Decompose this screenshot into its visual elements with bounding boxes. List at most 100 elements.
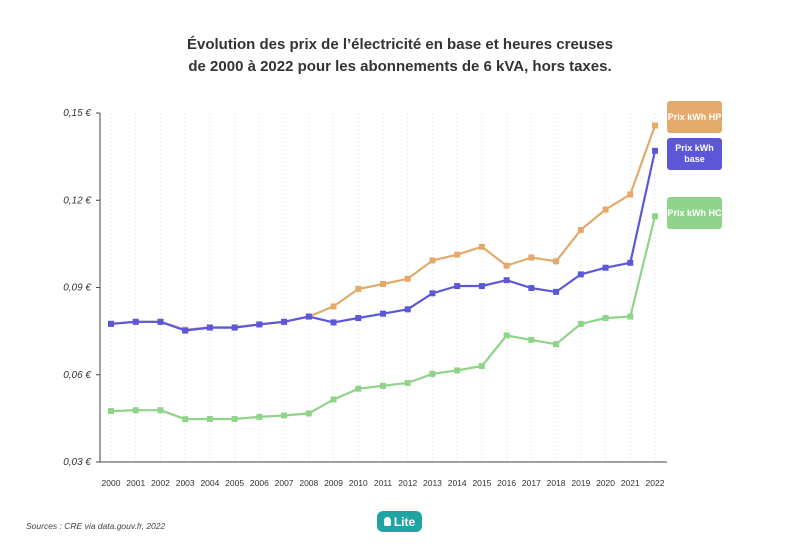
point-hc-2011 [380,382,386,389]
point-hc-2019 [577,320,584,327]
x-tick-label-2010: 2010 [349,478,368,488]
point-hc-2007 [281,412,288,419]
y-tick-label: 0,15 € [63,108,91,119]
point-hc-2001 [132,407,139,414]
point-hp-2009 [330,303,337,310]
point-base-2007 [281,318,288,325]
point-hc-2010 [355,385,362,392]
point-hp-2016 [503,262,510,269]
x-tick-label-2008: 2008 [299,478,318,488]
x-tick-label-2015: 2015 [472,478,491,488]
x-tick-label-2002: 2002 [151,478,170,488]
point-hc-2008 [305,410,312,417]
chart-title-line-2: de 2000 à 2022 pour les abonnements de 6… [188,58,612,75]
point-hp-2017 [528,254,535,261]
x-tick-label-2011: 2011 [374,478,393,488]
y-tick-label: 0,09 € [63,283,91,294]
point-base-2012 [404,306,411,313]
point-hc-2005 [231,415,238,422]
point-hc-2000 [108,408,114,415]
y-tick-label: 0,03 € [63,457,91,468]
x-tick-label-2013: 2013 [423,478,442,488]
legend-hp-label: Prix kWh HP [667,111,722,122]
point-hc-2006 [256,413,263,420]
point-hp-2012 [404,275,411,282]
x-tick-label-2014: 2014 [448,478,467,488]
point-base-2003 [182,327,189,334]
point-hc-2016 [503,332,510,339]
point-base-2009 [330,319,337,326]
point-base-2006 [256,321,263,328]
point-base-2000 [108,320,114,327]
point-hc-2003 [182,416,189,423]
point-base-2019 [577,271,584,278]
point-base-2018 [553,288,560,295]
point-base-2021 [627,259,634,266]
x-tick-label-2021: 2021 [621,478,640,488]
point-base-2011 [380,310,386,317]
point-hc-2022 [652,213,658,220]
legend-base-label: Prix kWh base [675,143,714,164]
series-line-hp [110,125,657,331]
x-tick-label-2004: 2004 [200,478,219,488]
point-hc-2013 [429,370,436,377]
lite-badge-label: Lite [393,514,416,529]
chart-title-line-1: Évolution des prix de l’électricité en b… [186,36,613,53]
point-base-2015 [478,283,485,290]
point-base-2001 [132,318,139,325]
legend-hc-label: Prix kWh HC [667,207,722,218]
source-note: Sources : CRE via data.gouv.fr, 2022 [26,521,166,531]
point-hc-2021 [627,313,634,320]
point-hp-2018 [553,258,560,265]
point-hp-2021 [627,191,634,198]
point-hp-2014 [454,251,461,258]
x-tick-label-2005: 2005 [225,478,244,488]
point-hc-2020 [602,315,609,322]
x-tick-label-2009: 2009 [324,478,343,488]
legend-hp: Prix kWh HP [667,101,722,133]
point-hc-2004 [206,415,213,422]
point-hc-2017 [528,336,535,343]
point-base-2014 [454,283,461,290]
chart-title: Évolution des prix de l’électricité en b… [0,34,800,78]
point-base-2017 [528,285,535,292]
lite-badge: Lite [377,511,422,532]
legend-base: Prix kWh base [667,138,722,170]
x-tick-label-2018: 2018 [547,478,566,488]
bulb-icon [383,517,391,526]
point-hp-2022 [652,122,658,129]
x-tick-label-2019: 2019 [571,478,590,488]
point-hc-2015 [478,363,485,370]
point-base-2005 [231,324,238,331]
point-base-2013 [429,290,436,297]
x-tick-label-2007: 2007 [275,478,294,488]
point-base-2008 [305,313,312,320]
point-hp-2015 [478,243,485,250]
y-tick-label: 0,06 € [63,370,91,381]
point-base-2010 [355,315,362,322]
x-tick-label-2016: 2016 [497,478,516,488]
point-base-2016 [503,277,510,284]
point-hp-2019 [577,226,584,233]
point-hp-2011 [380,281,386,288]
x-tick-label-2012: 2012 [398,478,417,488]
point-hp-2010 [355,285,362,292]
point-hc-2012 [404,379,411,386]
point-hp-2020 [602,206,609,213]
x-tick-label-2020: 2020 [596,478,615,488]
point-base-2004 [206,324,213,331]
y-tick-label: 0,12 € [63,195,91,206]
x-tick-label-2006: 2006 [250,478,269,488]
point-base-2002 [157,318,164,325]
x-tick-label-2000: 2000 [102,478,121,488]
point-base-2022 [652,147,658,154]
point-hp-2013 [429,257,436,264]
point-hc-2009 [330,396,337,403]
x-tick-label-2003: 2003 [176,478,195,488]
point-hc-2018 [553,341,560,348]
x-tick-label-2001: 2001 [126,478,145,488]
legend-hc: Prix kWh HC [667,197,722,229]
point-hc-2014 [454,367,461,374]
point-hc-2002 [157,407,164,414]
x-tick-label-2017: 2017 [522,478,541,488]
